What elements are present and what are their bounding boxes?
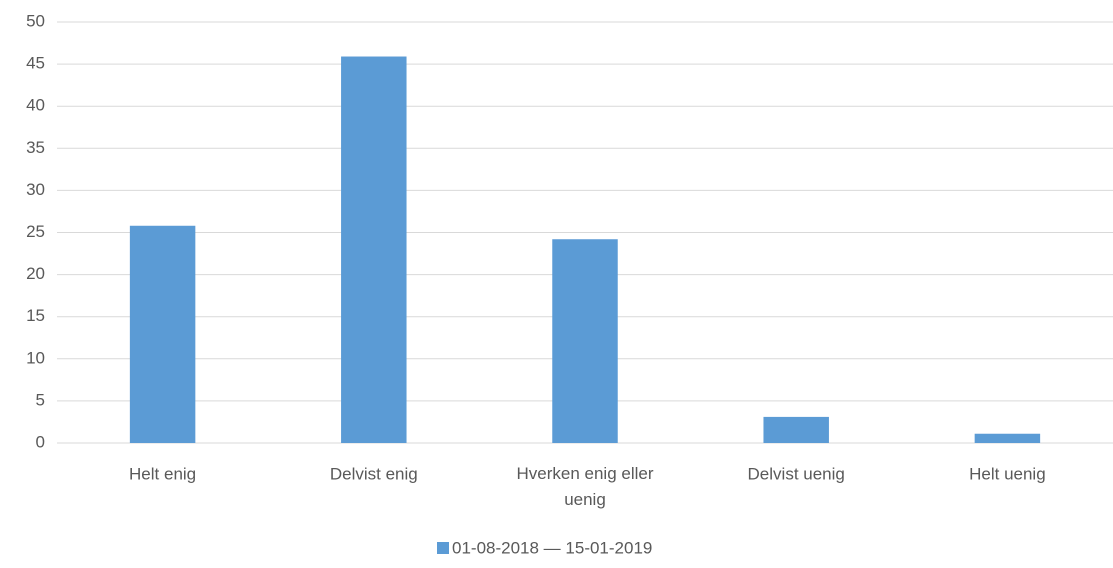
x-tick-label: Hverken enig eller uenig (516, 464, 653, 509)
legend-swatch (437, 542, 449, 554)
y-tick-label: 20 (26, 264, 45, 283)
y-tick-label: 45 (26, 54, 45, 73)
x-tick-label: Helt uenig (969, 464, 1046, 483)
legend: 01-08-2018 — 15-01-2019 (437, 538, 652, 557)
y-tick-label: 5 (36, 390, 45, 409)
bar (341, 56, 407, 443)
y-tick-label: 40 (26, 96, 45, 115)
bar (552, 239, 618, 443)
y-tick-label: 15 (26, 306, 45, 325)
legend-label: 01-08-2018 — 15-01-2019 (452, 538, 652, 557)
bar (974, 433, 1041, 443)
bar (129, 225, 196, 443)
y-tick-label: 30 (26, 180, 45, 199)
y-tick-label: 0 (36, 432, 45, 451)
y-tick-label: 35 (26, 138, 45, 157)
y-tick-label: 25 (26, 222, 45, 241)
x-tick-label: Delvist uenig (748, 464, 845, 483)
bar (763, 416, 829, 443)
y-tick-label: 50 (26, 11, 45, 30)
x-tick-label: Delvist enig (330, 464, 418, 483)
x-tick-label: Helt enig (129, 464, 196, 483)
y-tick-label: 10 (26, 348, 45, 367)
